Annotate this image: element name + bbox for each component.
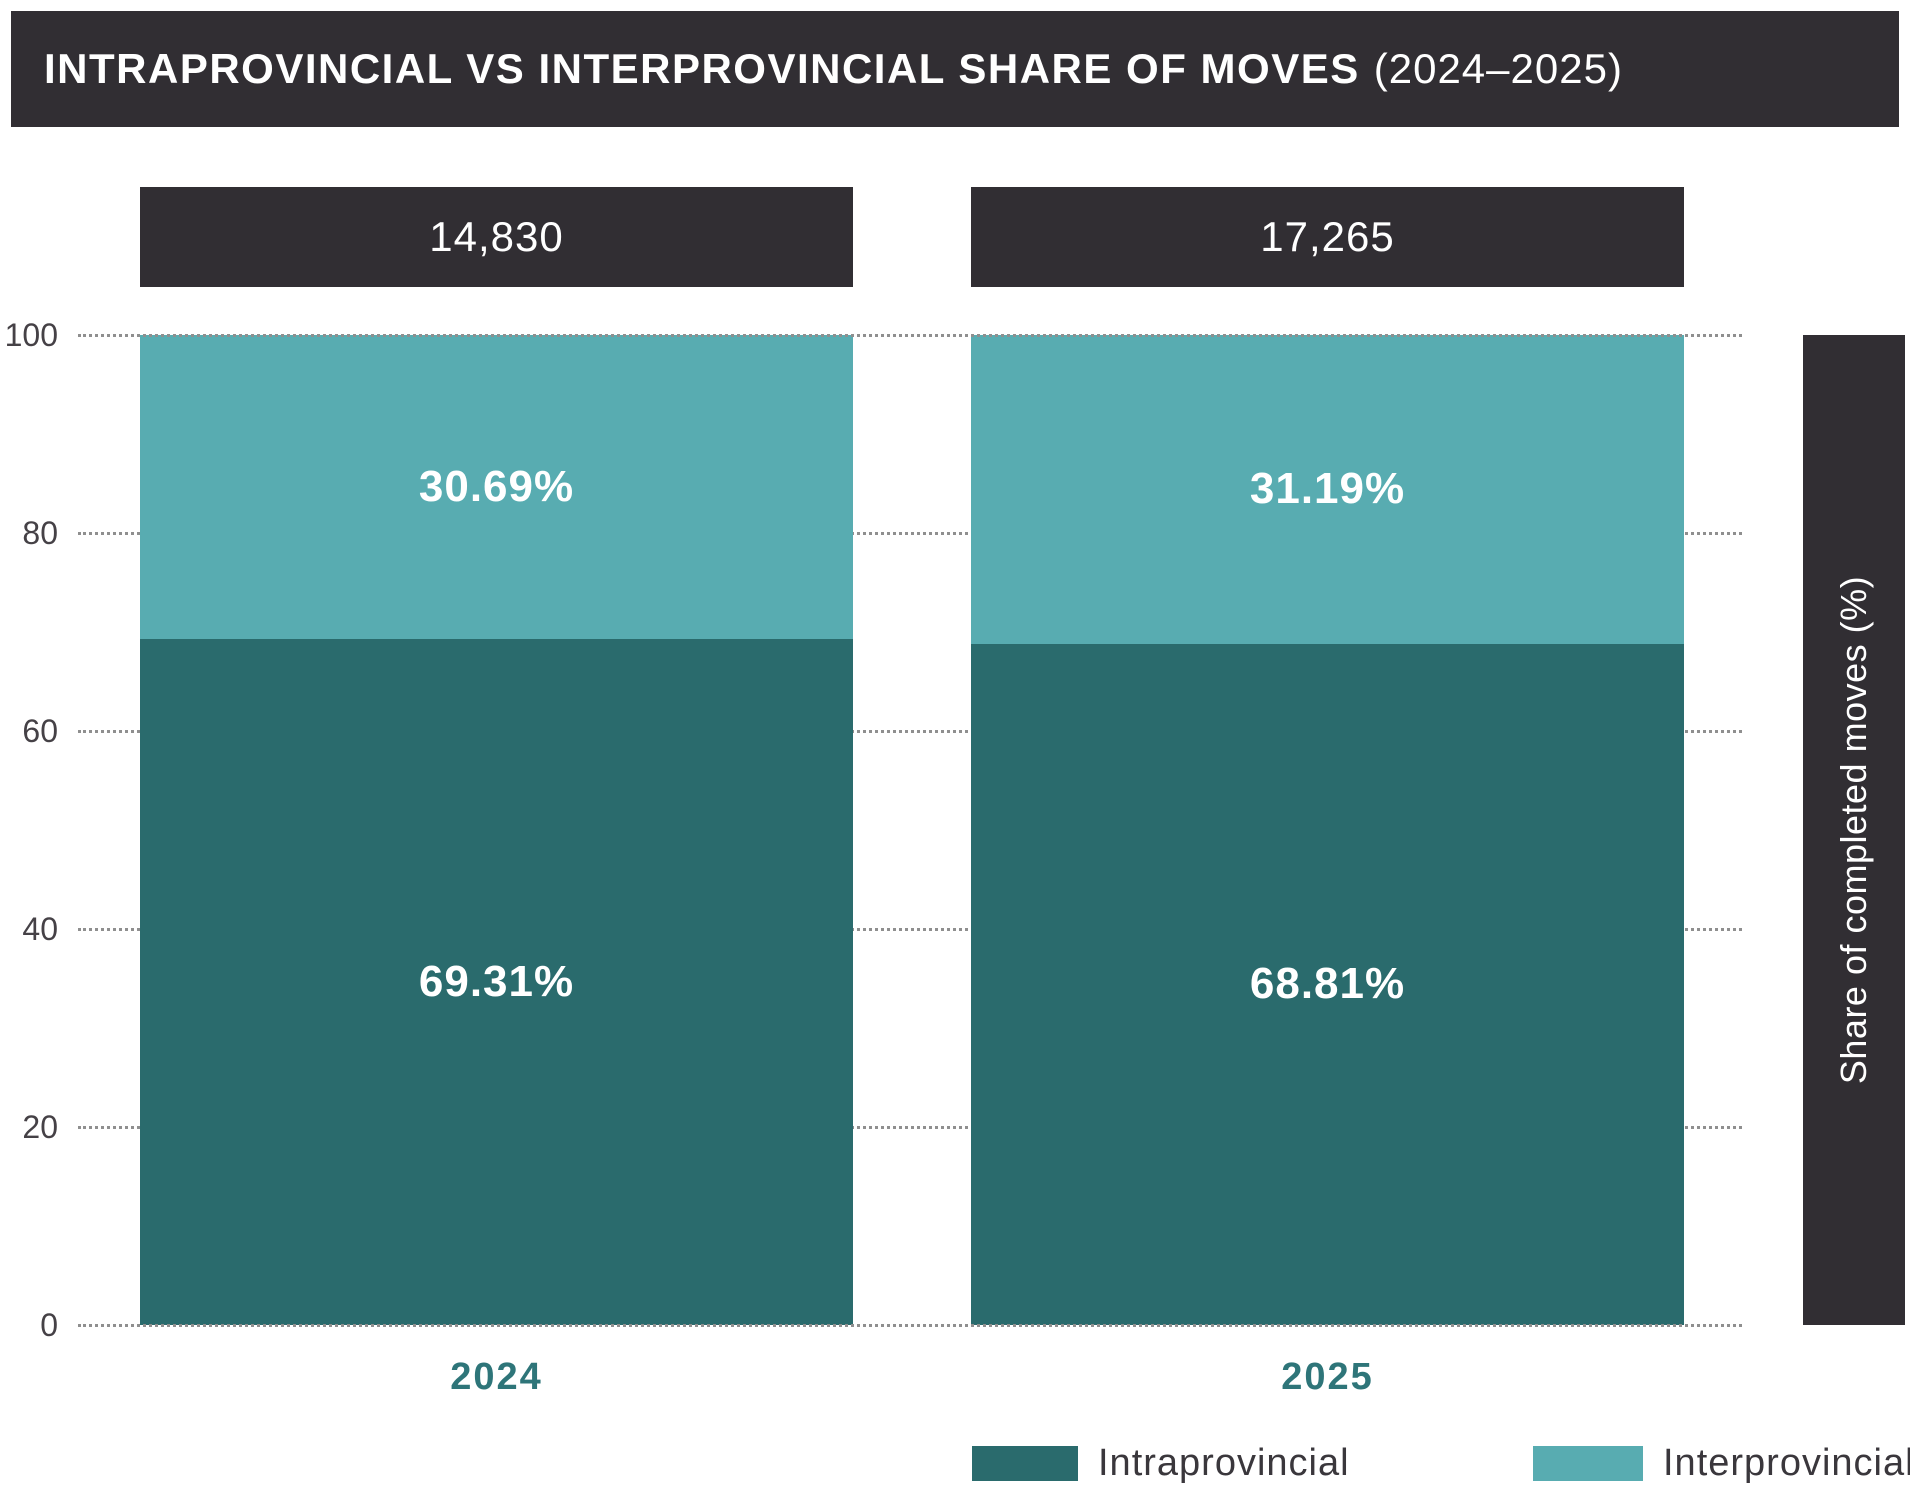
- gridline-0-overlay: [78, 1324, 1742, 1327]
- x-label-2024: 2024: [450, 1356, 543, 1398]
- x-label-2025: 2025: [1281, 1356, 1374, 1398]
- y-axis-strip: Share of completed moves (%): [1803, 335, 1905, 1325]
- total-value-2024: 14,830: [429, 213, 564, 260]
- gridline-20: [78, 1126, 1742, 1129]
- ytick-0: 0: [40, 1307, 58, 1343]
- gridline-80: [78, 532, 1742, 535]
- chart-title-bar: INTRAPROVINCIAL VS INTERPROVINCIAL SHARE…: [11, 11, 1899, 127]
- segment-label-interprovincial-2024: 30.69%: [418, 461, 575, 511]
- legend-label-interprovincial: Interprovincial: [1663, 1442, 1910, 1484]
- segment-label-interprovincial-2025: 31.19%: [1249, 464, 1406, 514]
- legend-swatch-intraprovincial: [972, 1446, 1078, 1481]
- total-value-2025: 17,265: [1260, 213, 1395, 260]
- total-box-2025: 17,265: [971, 187, 1684, 287]
- stacked-bar-2024: 30.69% 69.31%: [140, 335, 853, 1325]
- ytick-60: 60: [22, 713, 58, 749]
- ytick-20: 20: [22, 1109, 58, 1145]
- legend-swatch-interprovincial: [1533, 1446, 1643, 1481]
- y-axis-label: Share of completed moves (%): [1833, 575, 1874, 1085]
- total-box-2024: 14,830: [140, 187, 853, 287]
- ytick-80: 80: [22, 515, 58, 551]
- ytick-100: 100: [4, 317, 58, 353]
- legend-label-intraprovincial: Intraprovincial: [1098, 1442, 1350, 1484]
- segment-label-intraprovincial-2024: 69.31%: [418, 956, 575, 1006]
- stacked-bar-2025: 31.19% 68.81%: [971, 335, 1684, 1325]
- segment-interprovincial-2025: 31.19%: [971, 335, 1684, 644]
- segment-label-intraprovincial-2025: 68.81%: [1249, 959, 1406, 1009]
- chart-title: INTRAPROVINCIAL VS INTERPROVINCIAL SHARE…: [44, 45, 1360, 92]
- gridline-100-overlay: [78, 334, 1742, 337]
- gridline-40: [78, 928, 1742, 931]
- ytick-40: 40: [22, 911, 58, 947]
- segment-interprovincial-2024: 30.69%: [140, 335, 853, 639]
- segment-intraprovincial-2025: 68.81%: [971, 643, 1684, 1325]
- gridline-60: [78, 730, 1742, 733]
- chart-title-years: (2024–2025): [1373, 45, 1623, 92]
- segment-intraprovincial-2024: 69.31%: [140, 638, 853, 1325]
